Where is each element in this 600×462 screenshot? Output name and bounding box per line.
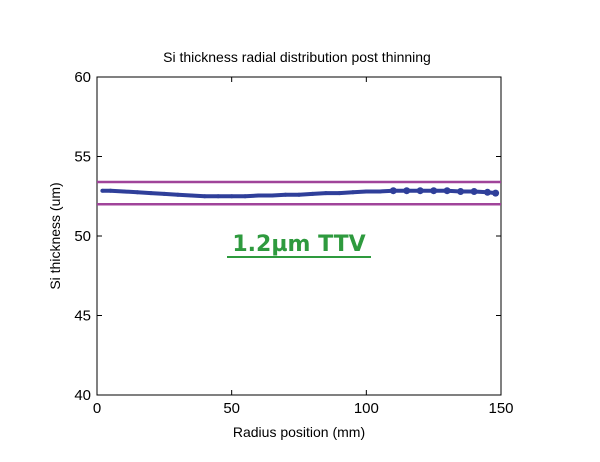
y-tick-label: 50: [74, 228, 91, 245]
data-point: [121, 189, 126, 194]
data-point: [297, 192, 301, 197]
y-tick-label: 60: [74, 69, 91, 86]
x-tick-label: 0: [93, 400, 101, 417]
x-tick-label: 150: [488, 400, 513, 417]
data-point: [283, 192, 288, 197]
data-point: [403, 187, 411, 195]
data-point: [256, 193, 261, 198]
data-point: [457, 188, 465, 195]
data-point: [430, 187, 438, 195]
data-point: [484, 188, 491, 196]
data-point: [135, 190, 140, 195]
data-point: [416, 187, 424, 195]
y-tick-label: 40: [74, 387, 91, 404]
data-point: [364, 189, 369, 194]
data-point: [492, 189, 500, 197]
data-point: [443, 187, 451, 195]
data-point: [148, 191, 153, 196]
data-point: [470, 188, 478, 195]
data-point: [323, 191, 328, 196]
data-point: [189, 193, 194, 198]
data-point: [350, 190, 355, 195]
x-tick-label: 50: [223, 400, 240, 417]
data-point: [175, 192, 180, 197]
data-point: [377, 189, 382, 194]
data-point: [162, 191, 167, 196]
data-point: [216, 194, 221, 199]
data-point: [337, 191, 342, 196]
data-point: [243, 194, 248, 199]
y-axis-label: Si thickness (um): [47, 182, 63, 289]
data-point: [270, 193, 275, 198]
chart-title: Si thickness radial distribution post th…: [163, 49, 431, 65]
data-point: [202, 194, 207, 199]
data-point: [108, 188, 113, 193]
data-point: [389, 187, 397, 195]
data-point: [100, 188, 105, 193]
ttv-annotation: 1.2µm TTV: [232, 232, 365, 257]
y-tick-label: 45: [74, 308, 91, 325]
plot-area: [96, 76, 502, 396]
data-point: [310, 191, 315, 196]
data-point: [229, 194, 234, 199]
x-axis-label: Radius position (mm): [233, 424, 365, 440]
x-tick-label: 100: [354, 400, 379, 417]
y-tick-label: 55: [74, 149, 91, 166]
